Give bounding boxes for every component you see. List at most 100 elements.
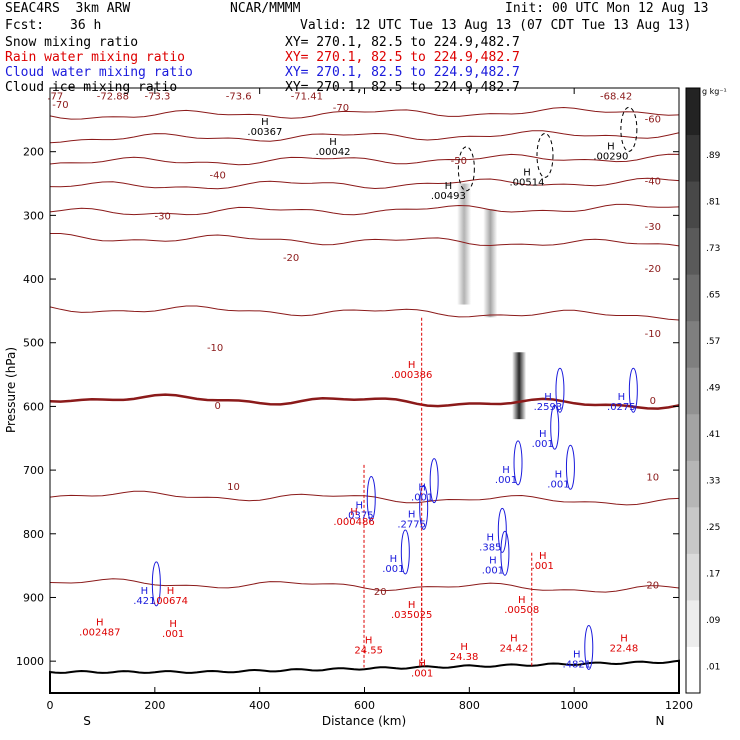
cloud-water-max-label: .2593 xyxy=(534,402,563,413)
cloud-water-contour xyxy=(628,367,638,413)
y-tick-label: 800 xyxy=(23,528,44,541)
cloud-water-contour xyxy=(400,529,410,575)
forecast-label: Fcst: xyxy=(5,18,45,33)
rain-max-label: 24.55 xyxy=(354,646,383,657)
cloud-water-contour xyxy=(497,507,507,553)
isotherm-label: -20 xyxy=(645,264,661,275)
snow-max-marker: H xyxy=(523,167,531,178)
cloud-water-contour xyxy=(565,444,575,490)
colorbar-swatch xyxy=(686,599,700,647)
field-xy-cloud-water: XY= 270.1, 82.5 to 224.9,482.7 xyxy=(285,65,520,80)
cloud-water-max-label: .4821 xyxy=(562,660,591,671)
model-name: SEAC4RS 3km ARW xyxy=(5,1,131,16)
isotherm-label: -60 xyxy=(645,115,661,126)
extreme-value-label: .77 xyxy=(47,91,63,102)
cloud-water-max-label: .001 xyxy=(495,475,517,486)
isotherm--30 xyxy=(49,203,680,216)
colorbar-swatch xyxy=(686,367,700,415)
cloud-water-max-marker: H xyxy=(618,392,626,403)
cloud-water-contour xyxy=(366,476,376,522)
snow-max-marker: H xyxy=(445,181,453,192)
cloud-water-max-marker: H xyxy=(418,483,426,494)
cloud-water-max-marker: H xyxy=(487,532,495,543)
colorbar-swatch xyxy=(686,227,700,275)
rain-max-marker: H xyxy=(418,658,426,669)
cloud-water-max-label: .001 xyxy=(547,479,569,490)
colorbar-unit: g kg⁻¹ xyxy=(702,87,727,96)
colorbar-label: .01 xyxy=(706,663,720,673)
y-tick-label: 200 xyxy=(23,146,44,159)
colorbar-label: .25 xyxy=(706,523,720,533)
y-tick-label: 600 xyxy=(23,400,44,413)
colorbar: .01 .09 .17 .25 .33 .41 .49 .57 .65 .73 .81 .89 g kg… xyxy=(685,87,727,694)
rain-max-marker: H xyxy=(620,634,628,645)
colorbar-swatch xyxy=(686,181,700,229)
snow-max-marker: H xyxy=(607,141,615,152)
rain-max-label: 24.38 xyxy=(450,652,479,663)
colorbar-frame xyxy=(685,87,701,694)
isotherm-label: 20 xyxy=(374,587,387,598)
cloud-water-max-label: .001 xyxy=(382,564,404,575)
rain-max-label: .001 xyxy=(532,561,554,572)
terrain-surface xyxy=(49,659,680,694)
rain-max-marker: H xyxy=(460,642,468,653)
isotherm--50 xyxy=(49,153,680,166)
mixing-ratio-plume xyxy=(457,183,472,305)
snow-max-marker: H xyxy=(261,117,269,128)
colorbar-label: .81 xyxy=(706,197,720,207)
snow-max-marker: H xyxy=(329,137,337,148)
rain-max-marker: H xyxy=(365,636,373,647)
isotherm-label: -50 xyxy=(451,156,467,167)
y-axis-title: Pressure (hPa) xyxy=(4,347,18,433)
field-xy-snow: XY= 270.1, 82.5 to 224.9,482.7 xyxy=(285,35,520,50)
hydrometeor-contours: H.00367H.00042H.00493H.00514H.00290H.000… xyxy=(79,106,638,679)
rain-max-marker: H xyxy=(510,634,518,645)
colorbar-swatch xyxy=(686,460,700,508)
colorbar-label: .41 xyxy=(706,430,720,440)
rain-max-label: .001 xyxy=(162,629,184,640)
y-tick-label: 900 xyxy=(23,591,44,604)
colorbar-label: .89 xyxy=(706,151,721,161)
colorbar-swatch xyxy=(686,134,700,182)
cloud-water-contour xyxy=(419,484,429,530)
isotherm-label: -40 xyxy=(645,176,661,187)
cloud-water-max-label: .001 xyxy=(482,565,504,576)
colorbar-swatch xyxy=(686,88,700,136)
isotherm-label: 0 xyxy=(650,396,656,407)
isotherm--20 xyxy=(50,233,680,247)
snow-contour xyxy=(536,132,554,178)
cloud-water-max-label: .001 xyxy=(532,439,554,450)
x-tick-label: 600 xyxy=(354,699,375,712)
cloud-water-max-marker: H xyxy=(408,509,416,520)
rain-max-label: .00508 xyxy=(504,605,539,616)
rain-max-label: .002487 xyxy=(79,628,120,639)
colorbar-label: .09 xyxy=(706,616,721,626)
isotherm-label: 10 xyxy=(646,472,659,483)
extreme-value-label: -73.6 xyxy=(226,91,252,102)
isotherm--70 xyxy=(49,106,680,120)
x-axis-title: Distance (km) xyxy=(322,714,406,728)
colorbar-swatch xyxy=(686,274,700,322)
extreme-value-label: -73.3 xyxy=(145,91,171,102)
axes: 0 200 400 600 800 1000 12002003004005006007008… xyxy=(16,88,693,712)
snow-contour xyxy=(457,146,475,192)
snow-max-label: .00042 xyxy=(316,147,351,158)
cloud-water-max-marker: H xyxy=(141,586,149,597)
rain-max-label: .035025 xyxy=(391,610,432,621)
colorbar-swatch xyxy=(686,320,700,368)
init-time: Init: 00 UTC Mon 12 Aug 13 xyxy=(505,1,709,16)
rain-max-label: .000486 xyxy=(333,517,374,528)
extreme-value-label: -72.88 xyxy=(97,91,129,102)
rain-max-marker: H xyxy=(539,551,547,562)
cloud-water-max-label: .0275 xyxy=(607,402,636,413)
y-tick-label: 700 xyxy=(23,464,44,477)
x-tick-label: 400 xyxy=(249,699,270,712)
field-xy-cloud-ice: XY= 270.1, 82.5 to 224.9,482.7 xyxy=(285,80,520,95)
cloud-water-contour xyxy=(584,625,594,671)
isotherm--60 xyxy=(49,130,680,144)
y-tick-label: 400 xyxy=(23,273,44,286)
x-tick-label: 200 xyxy=(144,699,165,712)
x-tick-label: 1200 xyxy=(665,699,693,712)
cloud-water-max-marker: H xyxy=(544,392,552,403)
